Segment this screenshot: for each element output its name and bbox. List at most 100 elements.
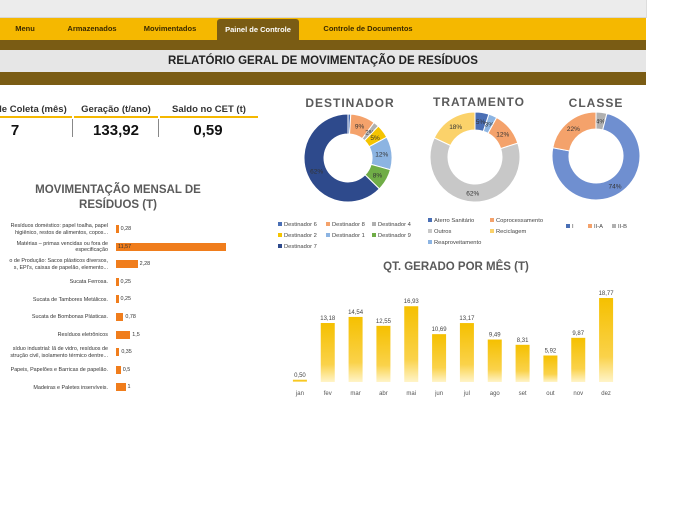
bar	[116, 348, 120, 357]
donut-slice-label: 3%	[485, 121, 495, 128]
bar	[116, 383, 126, 392]
x-tick-label: out	[546, 391, 555, 397]
legend-swatch	[428, 229, 432, 234]
legend-swatch	[428, 218, 432, 223]
legend-swatch	[490, 229, 494, 234]
bar-category-label: Sucata de Tambores Metálicos.	[0, 297, 108, 304]
tab-movimentados[interactable]: Movimentados	[143, 24, 197, 33]
kpi-saldo-value: 0,59	[193, 122, 223, 139]
bar-value-label: 0,25	[120, 278, 132, 285]
bar	[116, 242, 226, 251]
donut-slice-label: 8%	[373, 173, 383, 180]
bar-category-label-line: Sucata de Bombonas Plásticas.	[31, 314, 108, 321]
kpi-coleta-label: de Coleta (mês)	[0, 102, 72, 118]
monthly-generation-title: QT. GERADO POR MÊS (T)	[383, 261, 529, 273]
bar	[320, 323, 335, 382]
legend-label: Aterro Sanitário	[434, 218, 475, 224]
monthly-movement-title: MOVIMENTAÇÃO MENSAL DE RESÍDUOS (T)	[0, 183, 236, 213]
donut-slice	[552, 111, 597, 152]
legend-swatch	[612, 224, 616, 229]
legend-item-destinador-8: Destinador 8	[326, 222, 365, 229]
bar-value-label: 0,28	[120, 226, 132, 232]
bar-category-label: Resíduos eletrônicos	[0, 332, 108, 339]
tab-menu[interactable]: Menu	[15, 24, 35, 33]
x-tick-label: abr	[379, 391, 388, 397]
donut-slice	[433, 111, 476, 147]
bar-value-label: 0,78	[125, 314, 136, 320]
legend-item-ii-b: II-B	[612, 224, 627, 231]
tratamento-donut-chart: 5% 3%12% 62% 18%	[429, 111, 521, 203]
bar-value-label: 0,25	[120, 296, 132, 303]
bar-category-label-line: Madeiras e Paletes inservíveis.	[33, 384, 108, 391]
bar-category-label: Sucata de Bombonas Plásticas.	[0, 314, 108, 321]
legend-item-outros: Outros	[428, 229, 451, 236]
legend-swatch	[278, 233, 282, 238]
legend-item-reaproveitamento: Reaproveitamento	[428, 240, 481, 247]
monthly-generation-bar-chart: 0,50 jan 13,18 fev 14,54 mar 12,55 abr 16,93 mai 1…	[292, 291, 614, 397]
bar-category-label-line: Resíduos doméstico: papel toalha, papel	[10, 223, 108, 229]
legend-label: Destinador 4	[378, 222, 411, 228]
legend-swatch	[278, 244, 282, 249]
legend-label: I	[572, 224, 574, 230]
kpi-divider-2	[158, 119, 159, 137]
bar-value-label: 1,5	[132, 331, 140, 338]
bar	[116, 277, 119, 286]
bar-category-label: Sucata Ferrosa.	[0, 279, 108, 286]
tab-controle-de-documentos[interactable]: Controle de Documentos	[323, 24, 413, 33]
x-tick-label: ago	[490, 391, 501, 397]
bar-category-label: Matérias – primas vencidas ou fora de esp…	[0, 241, 108, 254]
legend-item-destinador-6: Destinador 6	[278, 222, 317, 229]
bar	[487, 339, 502, 382]
bar-category-label: Resíduos doméstico: papel toalha, papel h…	[0, 223, 108, 236]
bar-value-label: 8,31	[517, 338, 529, 344]
legend-label: Destinador 9	[378, 233, 411, 239]
legend-label: II-A	[594, 224, 604, 230]
legend-label: Outros	[434, 229, 452, 235]
legend-swatch	[566, 224, 570, 229]
bar-category-label-line: síduo industrial: lã de vidro, resíduos …	[12, 346, 108, 353]
classe-title: CLASSE	[568, 96, 624, 110]
bar	[515, 344, 530, 382]
donut-slice-label: 2%	[365, 129, 375, 136]
donut-slice	[429, 137, 521, 203]
tab-armazenados[interactable]: Armazenados	[67, 24, 117, 33]
bar-value-label: 0,35	[121, 349, 132, 356]
legend-item-destinador-9: Destinador 9	[372, 233, 411, 240]
donut-slice-label: 12%	[496, 132, 509, 139]
legend-swatch	[428, 240, 432, 245]
destinador-title: DESTINADOR	[305, 96, 395, 110]
bar	[571, 337, 586, 382]
x-tick-label: nov	[573, 391, 583, 397]
tab-painel-de-controle[interactable]: Painel de Controle	[217, 19, 299, 40]
donut-slice-label: 9%	[355, 124, 365, 131]
legend-item-aterro-sanitario: Aterro Sanitário	[428, 218, 474, 225]
bar	[116, 260, 138, 269]
bar-value-label: 0,50	[294, 373, 306, 379]
bar-value-label: 13,18	[320, 316, 336, 322]
kpi-coleta-value: 7	[10, 122, 20, 139]
bar-value-label: 1	[127, 384, 131, 391]
donut-slice-label: 5%	[476, 119, 486, 126]
x-tick-label: jul	[463, 391, 470, 397]
legend-item-coprocessamento: Coprocessamento	[490, 218, 543, 225]
x-tick-label: fev	[324, 391, 332, 397]
legend-swatch	[490, 218, 494, 223]
bar-category-label-line: strução civil, isolamento térmico dentre…	[10, 352, 108, 359]
bar-value-label: 2,28	[139, 261, 151, 268]
legend-item-destinador-1: Destinador 1	[326, 233, 365, 240]
bar-value-label: 9,49	[489, 333, 501, 339]
right-margin	[646, 18, 684, 85]
legend-label: Destinador 2	[284, 233, 317, 239]
bar	[292, 379, 307, 382]
donut-slice	[551, 112, 641, 201]
bar-category-label: síduo industrial: lã de vidro, resíduos …	[0, 346, 108, 359]
donut-slice-label: 4%	[596, 118, 606, 125]
bar	[116, 295, 119, 304]
bar	[116, 313, 124, 321]
bar-category-label-line: higiênico, restos de alimentos, copos...	[15, 229, 108, 236]
legend-label: Destinador 1	[332, 233, 365, 239]
bar-value-label: 12,55	[376, 319, 392, 325]
bar-category-label-line: o de Produção: Sacos plásticos diversos,	[9, 258, 108, 265]
bar-category-label-line: Matérias – primas vencidas ou fora de	[16, 240, 108, 247]
donut-slice-label: 62%	[466, 190, 479, 197]
